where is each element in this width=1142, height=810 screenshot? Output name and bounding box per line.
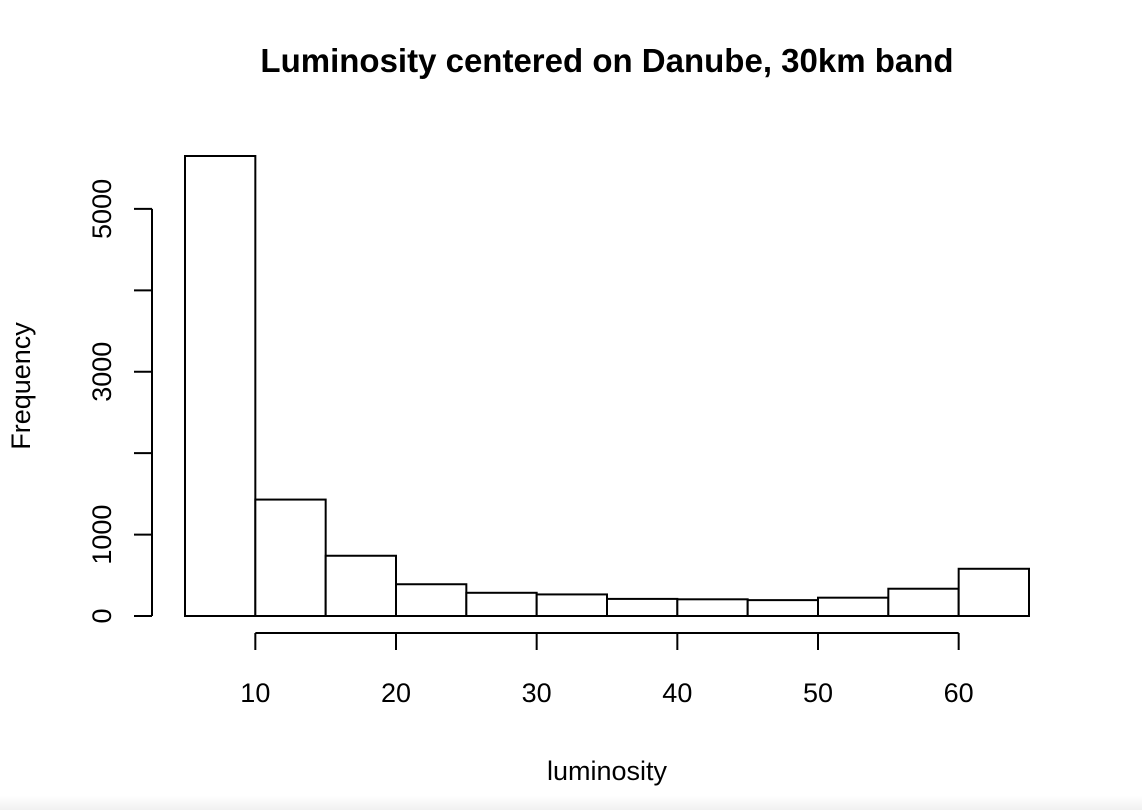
y-axis-label: Frequency: [6, 322, 36, 450]
histogram-bar: [606, 597, 679, 617]
y-axis: 0 1000 3000 5000: [87, 179, 153, 624]
y-tick-label: 5000: [87, 179, 117, 239]
x-tick-label: 40: [662, 678, 692, 708]
histogram-bar: [324, 554, 397, 617]
y-tick-label: 1000: [87, 505, 117, 565]
bottom-edge-shade: [0, 796, 1142, 810]
histogram-bar: [676, 598, 749, 618]
y-tick-label: 3000: [87, 342, 117, 402]
x-tick-label: 30: [522, 678, 552, 708]
histogram-bar: [957, 567, 1031, 617]
x-tick-label: 60: [944, 678, 974, 708]
histogram-bar: [465, 591, 538, 617]
x-tick-label: 50: [803, 678, 833, 708]
histogram-bar: [817, 596, 890, 617]
histogram-bar: [746, 599, 820, 618]
histogram-bar: [395, 583, 468, 618]
histogram-bar: [887, 587, 960, 617]
histogram-bar: [254, 498, 327, 618]
chart-title: Luminosity centered on Danube, 30km band: [260, 42, 953, 79]
bars-group: [184, 155, 1031, 618]
histogram-bar: [184, 155, 257, 617]
x-tick-label: 10: [240, 678, 270, 708]
y-tick-label: 0: [87, 608, 117, 623]
x-tick-label: 20: [381, 678, 411, 708]
x-axis: 10 20 30 40 50 60: [240, 632, 974, 708]
x-axis-label: luminosity: [547, 756, 668, 786]
histogram-bar: [535, 593, 609, 618]
